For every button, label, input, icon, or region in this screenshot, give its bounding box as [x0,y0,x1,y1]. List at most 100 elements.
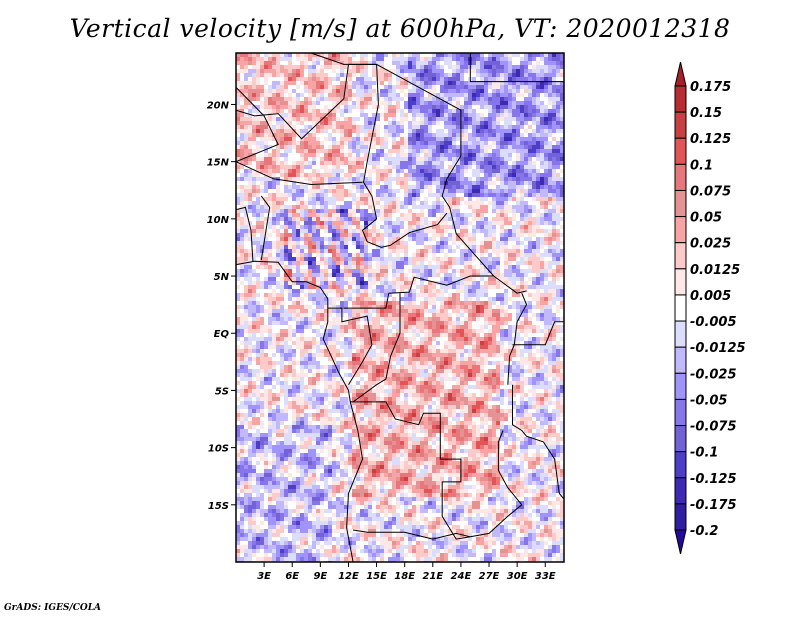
field-cell [344,253,348,257]
field-cell [368,201,372,205]
field-cell [508,205,512,209]
field-cell [424,253,428,257]
field-cell [464,85,468,89]
field-cell [288,61,292,65]
field-cell [504,225,508,229]
field-cell [488,241,492,245]
field-cell [284,173,288,177]
field-cell [484,229,488,233]
field-cell [236,145,240,149]
field-cell [256,77,260,81]
field-cell [544,197,548,201]
field-cell [288,269,292,273]
field-cell [520,101,524,105]
field-cell [420,105,424,109]
field-cell [340,145,344,149]
field-cell [316,213,320,217]
field-cell [432,285,436,289]
field-cell [280,273,284,277]
field-cell [556,165,560,169]
field-cell [376,241,380,245]
field-cell [476,153,480,157]
field-cell [248,233,252,237]
field-cell [560,73,564,77]
field-cell [276,241,280,245]
field-cell [284,145,288,149]
field-cell [452,121,456,125]
field-cell [492,157,496,161]
field-cell [320,281,324,285]
field-cell [548,169,552,173]
field-cell [244,293,248,297]
field-cell [280,97,284,101]
field-cell [304,85,308,89]
field-cell [448,141,452,145]
field-cell [536,161,540,165]
field-cell [444,293,448,297]
field-cell [372,201,376,205]
field-cell [516,293,520,297]
field-cell [440,177,444,181]
field-cell [356,217,360,221]
field-cell [448,241,452,245]
field-cell [444,153,448,157]
field-cell [304,289,308,293]
field-cell [388,173,392,177]
field-cell [484,73,488,77]
field-cell [356,101,360,105]
field-cell [556,225,560,229]
field-cell [328,149,332,153]
field-cell [344,53,348,57]
field-cell [552,285,556,289]
field-cell [544,209,548,213]
field-cell [308,253,312,257]
field-cell [328,185,332,189]
field-cell [296,269,300,273]
field-cell [432,57,436,61]
field-cell [328,217,332,221]
field-cell [380,249,384,253]
field-cell [440,237,444,241]
field-cell [284,121,288,125]
field-cell [348,237,352,241]
field-cell [432,93,436,97]
field-cell [496,105,500,109]
field-cell [332,177,336,181]
field-cell [320,201,324,205]
field-cell [424,129,428,133]
field-cell [288,253,292,257]
field-cell [436,177,440,181]
field-cell [384,189,388,193]
field-cell [544,193,548,197]
field-cell [536,137,540,141]
field-cell [296,177,300,181]
field-cell [444,85,448,89]
field-cell [476,273,480,277]
field-cell [368,65,372,69]
field-cell [520,73,524,77]
field-cell [284,85,288,89]
field-cell [512,73,516,77]
field-cell [420,265,424,269]
field-cell [292,273,296,277]
field-cell [508,201,512,205]
field-cell [348,121,352,125]
field-cell [528,265,532,269]
field-cell [464,273,468,277]
field-cell [384,161,388,165]
field-cell [456,253,460,257]
field-cell [292,185,296,189]
field-cell [488,193,492,197]
field-cell [248,81,252,85]
field-cell [396,197,400,201]
field-cell [440,289,444,293]
field-cell [460,177,464,181]
field-cell [296,137,300,141]
field-cell [444,109,448,113]
field-cell [496,253,500,257]
field-cell [424,181,428,185]
field-cell [312,217,316,221]
field-cell [456,85,460,89]
field-cell [356,209,360,213]
field-cell [476,161,480,165]
